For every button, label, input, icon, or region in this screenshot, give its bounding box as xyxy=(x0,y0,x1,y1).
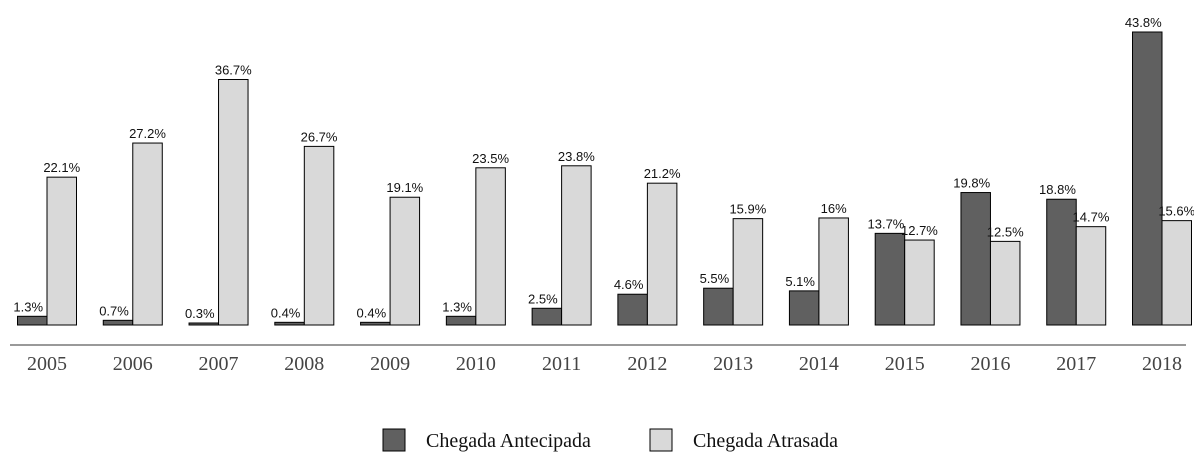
x-tick-label: 2008 xyxy=(284,353,324,375)
bar xyxy=(132,142,163,326)
x-tick-label: 2005 xyxy=(27,353,67,375)
bar xyxy=(561,165,592,326)
value-label: 19.1% xyxy=(386,180,423,195)
value-label: 12.5% xyxy=(987,224,1024,239)
value-label: 14.7% xyxy=(1073,210,1110,225)
x-tick-label: 2007 xyxy=(199,353,239,375)
bar xyxy=(617,293,648,326)
x-tick-label: 2012 xyxy=(627,353,667,375)
value-label: 1.3% xyxy=(13,299,43,314)
bar xyxy=(531,307,563,326)
bar xyxy=(1161,220,1192,326)
x-tick-label: 2015 xyxy=(885,353,925,375)
value-label: 15.6% xyxy=(1158,204,1194,219)
value-label: 36.7% xyxy=(215,62,252,77)
bar xyxy=(732,218,764,326)
value-label: 21.2% xyxy=(644,166,681,181)
bar xyxy=(703,287,734,326)
bar xyxy=(788,290,820,326)
bar xyxy=(646,182,678,326)
value-label: 23.8% xyxy=(558,149,595,164)
bar xyxy=(874,232,906,326)
bar xyxy=(360,321,391,326)
bar xyxy=(102,319,134,326)
bar xyxy=(475,167,506,326)
bar xyxy=(303,145,335,326)
legend-label: Chegada Atrasada xyxy=(693,430,838,452)
value-label: 43.8% xyxy=(1125,15,1162,30)
bar xyxy=(989,240,1021,326)
x-tick-label: 2009 xyxy=(370,353,410,375)
x-tick-label: 2013 xyxy=(713,353,753,375)
value-label: 26.7% xyxy=(301,129,338,144)
value-label: 0.4% xyxy=(271,305,301,320)
x-tick-label: 2010 xyxy=(456,353,496,375)
value-label: 22.1% xyxy=(43,160,80,175)
value-label: 19.8% xyxy=(953,176,990,191)
value-label: 15.9% xyxy=(729,202,766,217)
bar xyxy=(17,315,48,326)
value-label: 4.6% xyxy=(614,277,644,292)
bar xyxy=(445,315,477,326)
bar xyxy=(904,239,935,326)
value-label: 0.3% xyxy=(185,306,215,321)
value-label: 27.2% xyxy=(129,126,166,141)
x-tick-label: 2017 xyxy=(1056,353,1096,375)
x-tick-label: 2016 xyxy=(970,353,1010,375)
value-label: 2.5% xyxy=(528,291,558,306)
value-label: 23.5% xyxy=(472,151,509,166)
bar xyxy=(960,192,991,326)
value-label: 12.7% xyxy=(901,223,938,238)
x-tick-label: 2014 xyxy=(799,353,839,375)
bar xyxy=(274,321,305,326)
value-label: 0.4% xyxy=(357,305,387,320)
bar xyxy=(389,196,421,326)
bar xyxy=(1075,226,1107,326)
bar xyxy=(1132,31,1163,326)
legend-swatch xyxy=(382,428,406,452)
bar xyxy=(188,322,220,326)
value-label: 13.7% xyxy=(868,216,905,231)
x-tick-label: 2018 xyxy=(1142,353,1182,375)
value-label: 18.8% xyxy=(1039,182,1076,197)
value-label: 0.7% xyxy=(99,303,129,318)
legend-swatch xyxy=(649,428,673,452)
bar xyxy=(818,217,849,326)
x-tick-label: 2011 xyxy=(542,353,581,375)
bar xyxy=(218,78,249,326)
value-label: 16% xyxy=(821,201,847,216)
value-label: 5.5% xyxy=(700,271,730,286)
legend-label: Chegada Antecipada xyxy=(426,430,591,452)
x-tick-label: 2006 xyxy=(113,353,153,375)
bar xyxy=(46,176,77,326)
value-label: 5.1% xyxy=(785,274,815,289)
value-label: 1.3% xyxy=(442,299,472,314)
